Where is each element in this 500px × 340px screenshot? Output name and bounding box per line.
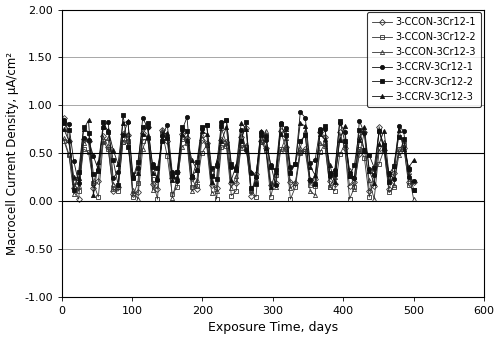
3-CCRV-3Cr12-3 [268, 185, 274, 189]
3-CCON-3Cr12-1 [410, 180, 416, 184]
3-CCRV-3Cr12-2 [70, 188, 76, 192]
3-CCON-3Cr12-2 [61, 139, 67, 143]
3-CCON-3Cr12-3 [371, 197, 377, 201]
3-CCRV-3Cr12-2 [391, 164, 397, 168]
3-CCRV-3Cr12-2 [307, 177, 313, 182]
3-CCRV-3Cr12-1 [179, 128, 185, 132]
3-CCON-3Cr12-2 [268, 195, 274, 199]
3-CCRV-3Cr12-3 [90, 193, 96, 197]
Line: 3-CCRV-3Cr12-2: 3-CCRV-3Cr12-2 [62, 113, 416, 192]
Line: 3-CCRV-3Cr12-3: 3-CCRV-3Cr12-3 [62, 118, 416, 197]
3-CCON-3Cr12-1 [115, 185, 121, 189]
Line: 3-CCON-3Cr12-1: 3-CCON-3Cr12-1 [62, 116, 416, 201]
3-CCON-3Cr12-2 [160, 131, 166, 135]
3-CCON-3Cr12-3 [110, 182, 116, 186]
Line: 3-CCRV-3Cr12-1: 3-CCRV-3Cr12-1 [62, 110, 416, 187]
Line: 3-CCON-3Cr12-3: 3-CCON-3Cr12-3 [62, 126, 416, 201]
3-CCRV-3Cr12-1 [110, 176, 116, 180]
3-CCRV-3Cr12-3 [391, 165, 397, 169]
Legend: 3-CCON-3Cr12-1, 3-CCON-3Cr12-2, 3-CCON-3Cr12-3, 3-CCRV-3Cr12-1, 3-CCRV-3Cr12-2, : 3-CCON-3Cr12-1, 3-CCON-3Cr12-2, 3-CCON-3… [368, 13, 481, 106]
3-CCON-3Cr12-3 [288, 186, 294, 190]
3-CCRV-3Cr12-3 [292, 161, 298, 165]
3-CCRV-3Cr12-1 [391, 177, 397, 181]
3-CCRV-3Cr12-1 [61, 118, 67, 122]
3-CCON-3Cr12-2 [110, 187, 116, 191]
3-CCON-3Cr12-2 [189, 185, 195, 189]
3-CCON-3Cr12-2 [292, 185, 298, 189]
3-CCON-3Cr12-1 [184, 136, 190, 140]
3-CCRV-3Cr12-3 [307, 165, 313, 169]
3-CCON-3Cr12-3 [391, 183, 397, 187]
3-CCON-3Cr12-3 [179, 144, 185, 149]
3-CCRV-3Cr12-2 [115, 183, 121, 187]
3-CCRV-3Cr12-2 [410, 188, 416, 192]
3-CCRV-3Cr12-3 [189, 158, 195, 162]
3-CCON-3Cr12-1 [263, 146, 269, 150]
3-CCRV-3Cr12-3 [120, 121, 126, 125]
3-CCRV-3Cr12-2 [292, 162, 298, 166]
3-CCON-3Cr12-1 [288, 180, 294, 184]
3-CCON-3Cr12-3 [61, 136, 67, 140]
3-CCON-3Cr12-3 [302, 129, 308, 133]
3-CCRV-3Cr12-2 [268, 165, 274, 169]
3-CCRV-3Cr12-3 [410, 158, 416, 162]
3-CCON-3Cr12-3 [410, 197, 416, 201]
3-CCON-3Cr12-1 [302, 147, 308, 151]
3-CCON-3Cr12-2 [391, 185, 397, 189]
3-CCRV-3Cr12-2 [189, 175, 195, 180]
3-CCON-3Cr12-1 [76, 197, 82, 201]
3-CCRV-3Cr12-3 [86, 118, 91, 122]
3-CCON-3Cr12-2 [410, 188, 416, 192]
3-CCON-3Cr12-1 [150, 182, 156, 186]
3-CCRV-3Cr12-2 [120, 113, 126, 117]
3-CCRV-3Cr12-1 [298, 110, 304, 114]
Y-axis label: Macrocell Current Density, μA/cm²: Macrocell Current Density, μA/cm² [6, 52, 18, 255]
3-CCRV-3Cr12-3 [61, 127, 67, 131]
X-axis label: Exposure Time, days: Exposure Time, days [208, 321, 338, 335]
3-CCRV-3Cr12-1 [272, 183, 278, 187]
3-CCON-3Cr12-2 [154, 197, 160, 201]
Line: 3-CCON-3Cr12-2: 3-CCON-3Cr12-2 [62, 131, 416, 201]
3-CCRV-3Cr12-1 [307, 161, 313, 165]
3-CCON-3Cr12-3 [263, 129, 269, 133]
3-CCON-3Cr12-2 [307, 183, 313, 187]
3-CCRV-3Cr12-1 [410, 179, 416, 183]
3-CCON-3Cr12-1 [61, 116, 67, 120]
3-CCRV-3Cr12-2 [61, 120, 67, 124]
3-CCRV-3Cr12-1 [288, 165, 294, 169]
3-CCON-3Cr12-3 [218, 126, 224, 131]
3-CCRV-3Cr12-1 [258, 130, 264, 134]
